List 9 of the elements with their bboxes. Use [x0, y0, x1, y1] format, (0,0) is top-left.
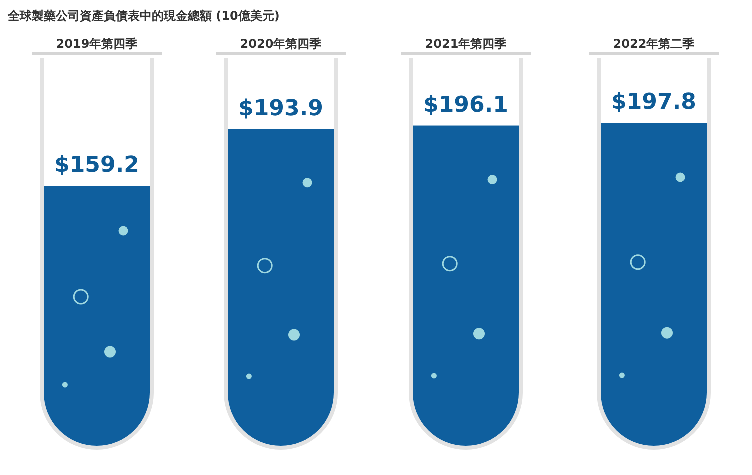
x-tick-label: 2019年第四季 — [56, 37, 139, 51]
chart-title: 全球製藥公司資產負債表中的現金總額 (10億美元) — [7, 9, 280, 23]
data-label: $196.1 — [424, 92, 508, 118]
x-tick-label: 2020年第四季 — [240, 37, 323, 51]
x-tick-label: 2021年第四季 — [425, 37, 508, 51]
x-tick-label: 2022年第二季 — [613, 37, 696, 51]
data-label: $193.9 — [238, 96, 324, 122]
data-label: $159.2 — [54, 153, 140, 178]
data-label: $197.8 — [612, 90, 696, 115]
